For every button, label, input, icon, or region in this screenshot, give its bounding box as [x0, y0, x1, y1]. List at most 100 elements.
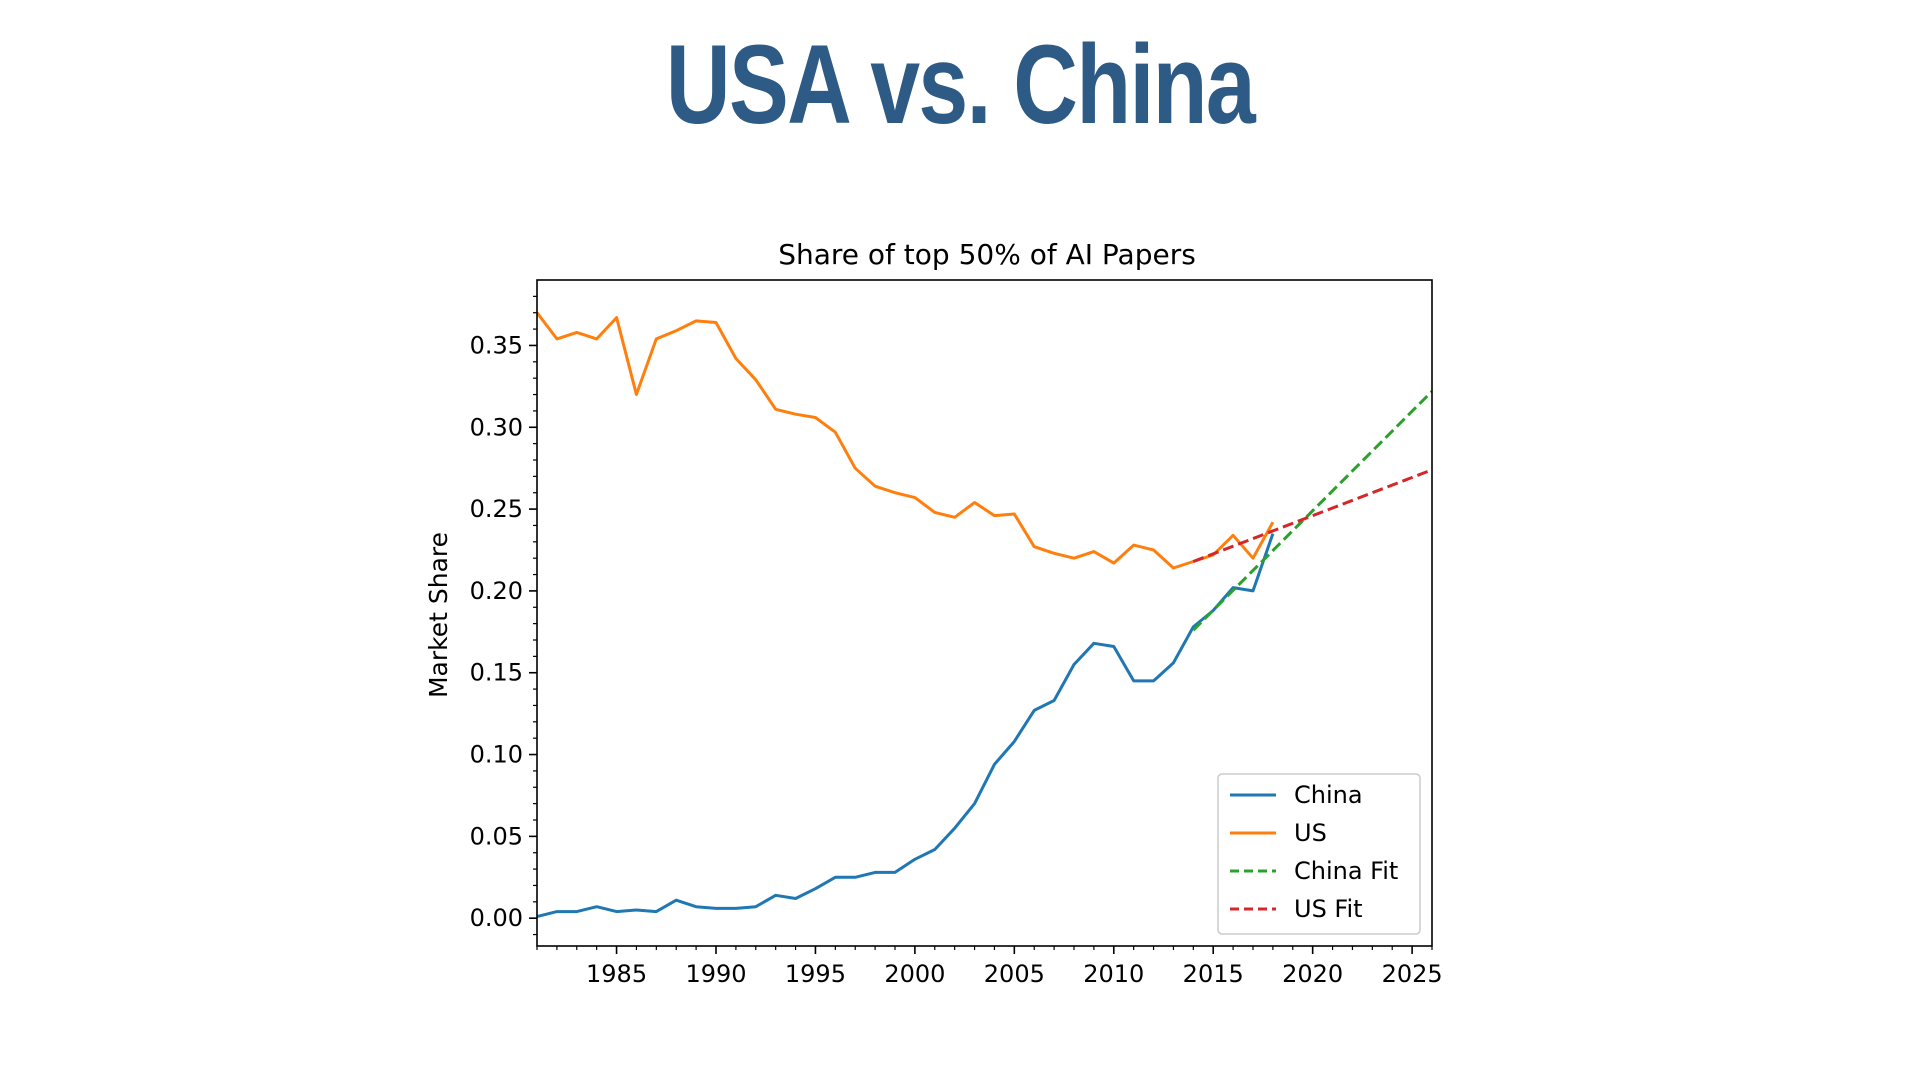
- data-point-us: [1152, 549, 1155, 552]
- data-point-china: [575, 910, 578, 913]
- data-point-china: [1092, 642, 1095, 645]
- x-tick-label: 2020: [1282, 960, 1343, 988]
- data-point-china: [933, 848, 936, 851]
- data-point-us: [953, 516, 956, 519]
- data-point-us: [814, 416, 817, 419]
- x-tick-label: 2025: [1382, 960, 1443, 988]
- data-point-us: [675, 329, 678, 332]
- data-point-us: [595, 337, 598, 340]
- legend-label-us: US: [1294, 819, 1327, 847]
- x-tick-label: 1985: [586, 960, 647, 988]
- data-point-us: [973, 501, 976, 504]
- series-line-china: [537, 533, 1275, 918]
- legend-label-china: China: [1294, 781, 1363, 809]
- data-point-china: [973, 802, 976, 805]
- data-point-us: [1112, 562, 1115, 565]
- data-point-china: [655, 910, 658, 913]
- y-tick-label: 0.15: [470, 659, 523, 687]
- y-tick-label: 0.30: [470, 413, 523, 441]
- y-tick-label: 0.10: [470, 741, 523, 769]
- chart-title: Share of top 50% of AI Papers: [778, 238, 1196, 271]
- data-point-us: [933, 511, 936, 514]
- data-point-us: [834, 431, 837, 434]
- x-tick-label: 2000: [884, 960, 945, 988]
- data-point-china: [774, 894, 777, 897]
- data-point-china: [794, 897, 797, 900]
- data-point-us: [854, 467, 857, 470]
- data-point-us: [993, 514, 996, 517]
- x-tick-label: 1990: [685, 960, 746, 988]
- data-point-us: [1092, 550, 1095, 553]
- data-point-china: [695, 905, 698, 908]
- data-point-china: [1073, 663, 1076, 666]
- data-point-china: [993, 763, 996, 766]
- data-point-us: [695, 319, 698, 322]
- data-point-us: [774, 408, 777, 411]
- data-point-us: [555, 337, 558, 340]
- data-point-china: [953, 827, 956, 830]
- data-point-china: [715, 907, 718, 910]
- data-point-china: [734, 907, 737, 910]
- data-point-us: [794, 413, 797, 416]
- data-point-china: [615, 910, 618, 913]
- y-tick-label: 0.00: [470, 904, 523, 932]
- data-point-china: [595, 905, 598, 908]
- legend-box: [1217, 773, 1421, 935]
- data-point-china: [834, 876, 837, 879]
- x-tick-label: 2010: [1083, 960, 1144, 988]
- data-point-us: [715, 321, 718, 324]
- y-tick-label: 0.35: [470, 331, 523, 359]
- data-point-us: [1132, 544, 1135, 547]
- data-point-china: [754, 905, 757, 908]
- data-point-us: [1033, 545, 1036, 548]
- slide-title: USA vs. China: [665, 22, 1256, 147]
- data-point-china: [854, 876, 857, 879]
- legend-label-us-fit: US Fit: [1294, 895, 1363, 923]
- data-point-china: [675, 899, 678, 902]
- legend: China US China Fit US Fit: [1217, 773, 1421, 935]
- data-point-china: [1132, 679, 1135, 682]
- data-point-us: [1013, 513, 1016, 516]
- series-line-china-fit: [1192, 390, 1432, 632]
- series-line-us: [537, 311, 1275, 570]
- data-point-us-fit: [1192, 560, 1195, 563]
- x-tick-label: 2015: [1183, 960, 1244, 988]
- plot-area: [537, 311, 1432, 918]
- data-point-us: [874, 485, 877, 488]
- legend-label-china-fit: China Fit: [1294, 857, 1398, 885]
- y-tick-label: 0.05: [470, 822, 523, 850]
- data-point-china: [814, 887, 817, 890]
- y-tick-label: 0.25: [470, 495, 523, 523]
- data-point-us: [575, 331, 578, 334]
- data-point-us: [655, 337, 658, 340]
- data-point-us: [1053, 552, 1056, 555]
- data-point-us: [1232, 534, 1235, 537]
- data-point-china: [1252, 589, 1255, 592]
- x-axis: 1985 1990 1995 2000 2005 2010 2015 2020 2025: [536, 946, 1443, 988]
- data-point-china: [1053, 699, 1056, 702]
- data-point-china: [894, 871, 897, 874]
- plot-frame: [536, 279, 1433, 947]
- y-axis-title: Market Share: [424, 532, 453, 698]
- data-point-china: [555, 910, 558, 913]
- data-point-us: [734, 357, 737, 360]
- data-point-china: [1112, 645, 1115, 648]
- data-point-us: [894, 491, 897, 494]
- data-point-us: [1172, 567, 1175, 570]
- y-axis: 0.00 0.05 0.10 0.15 0.20 0.25 0.30 0.35: [470, 295, 537, 936]
- data-point-us: [615, 316, 618, 319]
- data-point-china: [1172, 661, 1175, 664]
- data-point-china-fit: [1192, 629, 1195, 632]
- data-point-china: [1152, 679, 1155, 682]
- data-point-china: [635, 909, 638, 912]
- data-point-us: [754, 378, 757, 381]
- x-tick-label: 1995: [785, 960, 846, 988]
- data-point-us: [635, 393, 638, 396]
- series-line-us-fit: [1192, 468, 1432, 563]
- x-tick-label: 2005: [984, 960, 1045, 988]
- data-point-china: [874, 871, 877, 874]
- data-point-us: [1073, 557, 1076, 560]
- data-point-china: [1033, 709, 1036, 712]
- data-point-us: [1252, 557, 1255, 560]
